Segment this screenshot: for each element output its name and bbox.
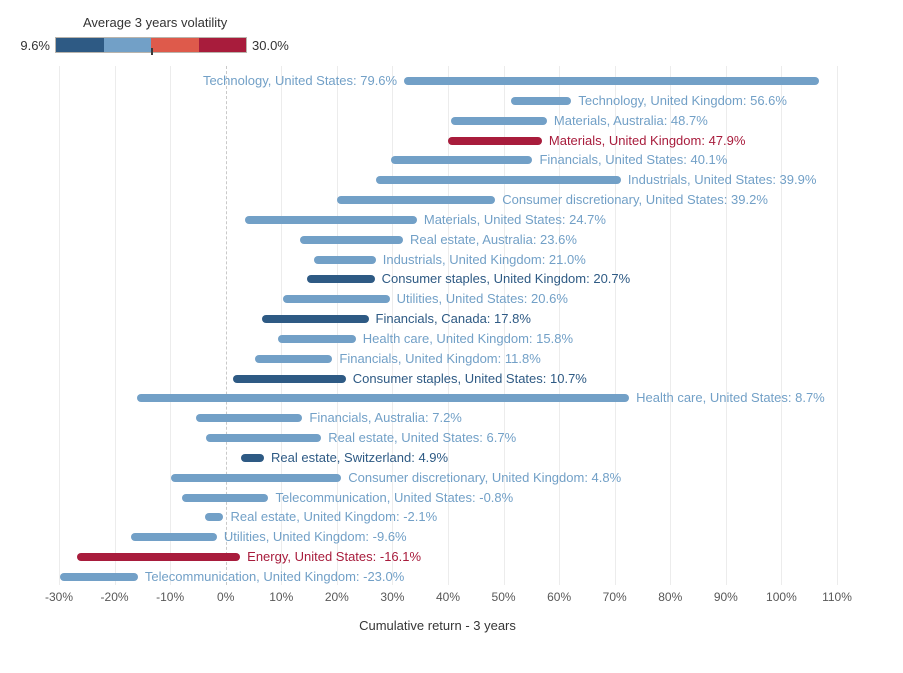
bar-label: Real estate, Australia: 23.6% xyxy=(409,231,577,247)
bar-label: Utilities, United Kingdom: -9.6% xyxy=(223,529,407,545)
x-tick-label: 90% xyxy=(713,590,738,604)
legend-segment-1 xyxy=(103,38,151,52)
bar[interactable] xyxy=(204,513,224,522)
volatility-gradient-legend xyxy=(55,37,247,55)
bar-label: Consumer discretionary, United Kingdom: … xyxy=(348,469,622,485)
bar[interactable] xyxy=(404,77,820,85)
gridline xyxy=(170,66,172,585)
bar[interactable] xyxy=(171,473,342,482)
bar-label: Energy, United States: -16.1% xyxy=(247,549,422,565)
bar[interactable] xyxy=(277,334,356,343)
x-tick-label: 80% xyxy=(658,590,683,604)
gridline xyxy=(114,66,116,585)
bar[interactable] xyxy=(244,215,417,224)
bar[interactable] xyxy=(130,533,217,542)
bar-label: Materials, Australia: 48.7% xyxy=(553,112,708,128)
gridline xyxy=(503,66,505,585)
bar[interactable] xyxy=(450,116,547,125)
gridline xyxy=(336,66,338,585)
legend-midpoint-tick xyxy=(151,48,153,55)
bar[interactable] xyxy=(391,156,533,165)
bar[interactable] xyxy=(314,255,376,264)
bar-label: Industrials, United Kingdom: 21.0% xyxy=(382,251,586,267)
bar[interactable] xyxy=(181,493,269,502)
legend-max-label: 30.0% xyxy=(252,38,289,53)
legend-segment-2 xyxy=(151,38,199,52)
bar[interactable] xyxy=(254,354,333,363)
x-tick-label: 40% xyxy=(435,590,460,604)
legend-min-label: 9.6% xyxy=(20,38,50,53)
x-tick-label: 70% xyxy=(602,590,627,604)
gridline xyxy=(725,66,727,585)
x-tick-label: -20% xyxy=(100,590,129,604)
x-tick-label: 100% xyxy=(766,590,797,604)
bar[interactable] xyxy=(336,196,496,205)
plot-area: Technology, United States: 79.6% Technolo… xyxy=(31,66,866,585)
bar-label: Technology, United States: 79.6% xyxy=(202,73,398,88)
x-tick-label: 50% xyxy=(491,590,516,604)
zero-gridline xyxy=(225,66,227,585)
gridline xyxy=(281,66,283,585)
bar-label: Industrials, United States: 39.9% xyxy=(627,172,817,188)
bar[interactable] xyxy=(376,176,621,185)
bar[interactable] xyxy=(306,275,375,284)
bar-label: Consumer staples, United Kingdom: 20.7% xyxy=(381,271,631,287)
x-tick-label: 0% xyxy=(217,590,235,604)
gridline xyxy=(59,66,60,585)
x-axis-title: Cumulative return - 3 years xyxy=(359,618,516,633)
bar-label: Utilities, United States: 20.6% xyxy=(396,291,568,307)
bar[interactable] xyxy=(447,136,542,145)
x-tick-label: -10% xyxy=(156,590,185,604)
gridline xyxy=(447,66,449,585)
bar[interactable] xyxy=(60,573,138,581)
legend-title: Average 3 years volatility xyxy=(83,15,228,30)
x-tick-label: 10% xyxy=(269,590,294,604)
gridline xyxy=(781,66,783,585)
bar-label: Health care, United States: 8.7% xyxy=(636,390,825,406)
bar[interactable] xyxy=(76,553,241,562)
bar-label: Materials, United States: 24.7% xyxy=(423,211,606,227)
bar[interactable] xyxy=(195,414,303,423)
bar-label: Technology, United Kingdom: 56.6% xyxy=(578,92,787,108)
x-tick-label: -30% xyxy=(44,590,74,604)
bar-label: Real estate, Switzerland: 4.9% xyxy=(271,449,449,465)
bar[interactable] xyxy=(232,374,346,383)
gridline xyxy=(836,66,838,585)
bar[interactable] xyxy=(205,434,322,443)
x-tick-label: 20% xyxy=(324,590,349,604)
bar-label: Telecommunication, United States: -0.8% xyxy=(275,489,514,505)
bar[interactable] xyxy=(136,394,630,403)
bar-label: Financials, Australia: 7.2% xyxy=(309,410,462,426)
bar[interactable] xyxy=(240,453,265,462)
x-tick-label: 110% xyxy=(822,590,852,604)
gridline xyxy=(559,66,561,585)
bar-label: Financials, United States: 40.1% xyxy=(539,152,728,168)
bar-label: Health care, United Kingdom: 15.8% xyxy=(362,330,574,346)
bar[interactable] xyxy=(282,295,390,304)
x-tick-label: 60% xyxy=(547,590,572,604)
bar[interactable] xyxy=(299,235,403,244)
bar-label: Consumer discretionary, United States: 3… xyxy=(502,192,768,208)
bar[interactable] xyxy=(261,315,369,324)
bar-label: Financials, Canada: 17.8% xyxy=(375,311,531,327)
gridline xyxy=(614,66,616,585)
bar-label: Materials, United Kingdom: 47.9% xyxy=(548,132,746,148)
gridline xyxy=(392,66,394,585)
bar[interactable] xyxy=(511,96,572,105)
bar-label: Financials, United Kingdom: 11.8% xyxy=(339,350,541,366)
legend-segment-0 xyxy=(56,38,104,52)
legend-segment-3 xyxy=(198,38,246,52)
gridline xyxy=(670,66,672,585)
x-tick-label: 30% xyxy=(380,590,405,604)
bar-label: Telecommunication, United Kingdom: -23.0… xyxy=(144,569,405,584)
bar-label: Real estate, United States: 6.7% xyxy=(328,430,517,446)
bar-label: Consumer staples, United States: 10.7% xyxy=(352,370,587,386)
bar-label: Real estate, United Kingdom: -2.1% xyxy=(230,509,438,525)
